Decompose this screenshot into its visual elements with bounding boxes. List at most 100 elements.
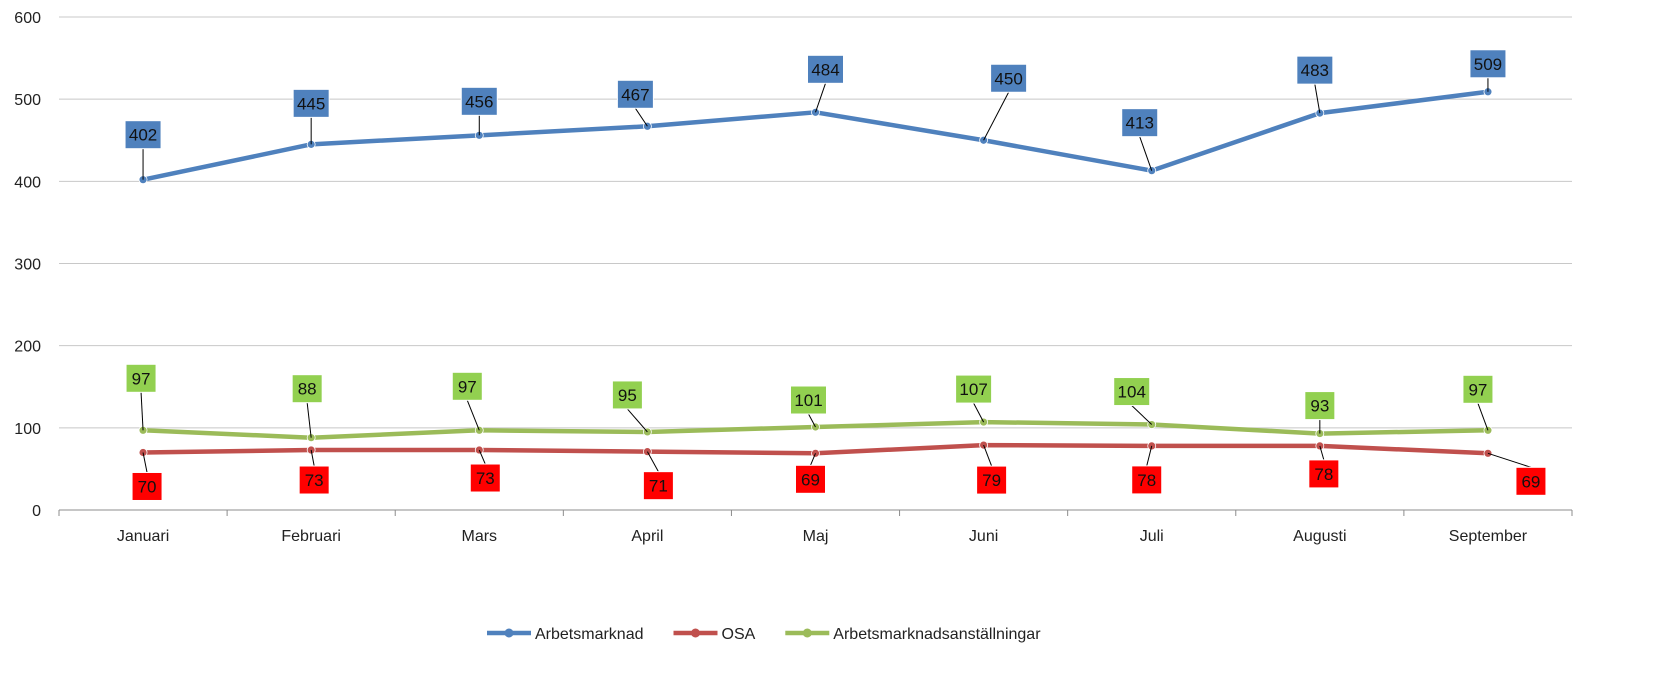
- data-label-box: [1308, 459, 1340, 489]
- x-tick-label: September: [1449, 528, 1528, 545]
- data-label: 78: [1314, 465, 1333, 484]
- data-label-box: [1304, 391, 1336, 421]
- data-label: 413: [1126, 114, 1154, 133]
- data-label-box: [976, 465, 1008, 495]
- data-label-box: [955, 374, 993, 404]
- leader-line: [634, 108, 648, 127]
- data-label-box: [291, 374, 323, 404]
- leader-line: [478, 449, 486, 465]
- data-label: 71: [649, 477, 668, 496]
- leader-line: [983, 92, 1010, 141]
- data-label-box: [125, 363, 157, 393]
- data-label-box: [1469, 49, 1507, 79]
- data-labels: 402 445 456 467 484 450 413 483 509 70 73 73 71 69 79 7…: [124, 49, 1547, 501]
- data-label: 88: [298, 380, 317, 399]
- data-label: 73: [305, 471, 324, 490]
- leader-line: [1477, 403, 1489, 431]
- leader-line: [1139, 136, 1153, 171]
- data-label-box: [124, 120, 162, 150]
- y-tick-label: 300: [14, 257, 41, 274]
- data-label-box: [807, 54, 844, 84]
- x-tick-label: Maj: [803, 528, 829, 545]
- leader-line: [310, 449, 315, 467]
- series-line-0: [140, 89, 1491, 182]
- y-tick-label: 100: [14, 421, 41, 438]
- data-label: 97: [1468, 380, 1487, 399]
- leader-line: [808, 413, 816, 428]
- data-label: 107: [959, 380, 987, 399]
- data-point: [642, 121, 652, 131]
- data-label: 97: [132, 369, 151, 388]
- y-tick-label: 0: [32, 503, 41, 520]
- legend-label: Arbetsmarknad: [535, 626, 644, 643]
- leader-line: [627, 408, 648, 433]
- data-label-box: [616, 79, 654, 109]
- x-axis: Januari Februari Mars April Maj Juni Juli Augus…: [58, 509, 1573, 545]
- data-label: 69: [801, 470, 820, 489]
- y-tick-label: 200: [14, 339, 41, 356]
- x-tick-label: Juli: [1140, 528, 1164, 545]
- data-label-box: [790, 385, 827, 415]
- data-label: 467: [621, 85, 649, 104]
- x-tick-label: Mars: [461, 528, 497, 545]
- leader-line: [142, 452, 148, 473]
- data-label: 97: [458, 377, 477, 396]
- data-label-box: [1113, 377, 1151, 407]
- leader-line: [646, 451, 659, 472]
- y-tick-label: 600: [14, 10, 41, 27]
- data-label-box: [460, 86, 498, 116]
- leader-line: [306, 402, 312, 438]
- data-label: 509: [1474, 55, 1502, 74]
- data-label-box: [469, 463, 501, 493]
- leader-line: [983, 444, 993, 467]
- data-label: 95: [618, 386, 637, 405]
- data-label: 79: [982, 471, 1001, 490]
- x-tick-label: Augusti: [1293, 528, 1346, 545]
- y-tick-label: 500: [14, 92, 41, 109]
- data-label: 93: [1310, 397, 1329, 416]
- legend-swatch-marker: [691, 628, 700, 638]
- data-label-box: [990, 63, 1028, 93]
- leader-line: [1131, 405, 1153, 425]
- data-label: 70: [138, 477, 157, 496]
- data-label-box: [1462, 374, 1494, 404]
- leader-line: [1487, 452, 1532, 468]
- data-label: 445: [297, 94, 325, 113]
- data-label: 402: [129, 126, 157, 145]
- y-tick-label: 400: [14, 174, 41, 191]
- leader-line: [1146, 445, 1153, 467]
- legend-swatch-marker: [504, 628, 514, 638]
- leader-line: [466, 400, 480, 431]
- x-tick-label: Februari: [281, 528, 341, 545]
- data-label: 484: [811, 60, 839, 79]
- data-label: 483: [1301, 61, 1329, 80]
- data-label-box: [1515, 466, 1547, 496]
- x-tick-label: April: [631, 528, 663, 545]
- leader-line: [1314, 84, 1321, 114]
- data-label: 456: [465, 92, 493, 111]
- data-label-box: [298, 465, 330, 495]
- legend-label: OSA: [722, 626, 756, 643]
- data-label: 101: [794, 391, 822, 410]
- leader-line: [810, 453, 816, 466]
- data-label-box: [292, 88, 330, 118]
- data-label: 450: [994, 69, 1022, 88]
- leader-line: [140, 392, 144, 431]
- y-axis-ticks: 0 100 200 300 400 500 600: [14, 10, 41, 520]
- data-label-box: [1131, 465, 1163, 495]
- legend: Arbetsmarknad OSA Arbetsmarknadsanställnin…: [487, 626, 1041, 643]
- x-tick-label: Januari: [117, 528, 169, 545]
- legend-swatch-marker: [802, 628, 812, 638]
- data-label: 73: [476, 469, 495, 488]
- leader-line: [1319, 445, 1325, 461]
- leader-line: [815, 83, 826, 113]
- data-label: 78: [1137, 471, 1156, 490]
- data-label-box: [795, 464, 826, 494]
- legend-label: Arbetsmarknadsanställningar: [833, 626, 1041, 643]
- data-label-box: [451, 371, 483, 401]
- data-label-box: [1296, 55, 1334, 85]
- data-label-box: [642, 471, 674, 501]
- leader-line: [973, 402, 985, 423]
- data-label: 69: [1521, 472, 1540, 491]
